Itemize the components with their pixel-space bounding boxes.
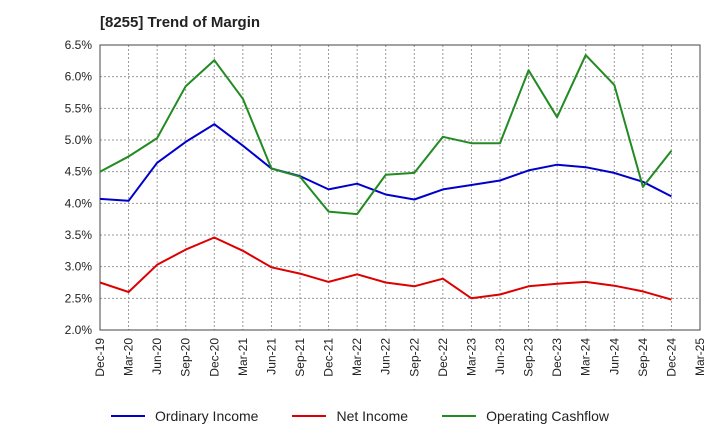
x-tick-label: Mar-20 — [122, 338, 136, 376]
y-tick-label: 6.0% — [65, 70, 93, 84]
x-tick-label: Dec-21 — [322, 338, 336, 377]
x-tick-label: Jun-21 — [264, 338, 278, 375]
y-tick-label: 4.0% — [65, 196, 93, 210]
x-tick-label: Jun-22 — [379, 338, 393, 375]
x-tick-label: Sep-24 — [636, 338, 650, 377]
legend-item-operating-cashflow: Operating Cashflow — [442, 408, 609, 424]
x-tick-label: Mar-24 — [579, 338, 593, 376]
x-tick-label: Jun-23 — [493, 338, 507, 375]
x-tick-label: Sep-20 — [179, 338, 193, 377]
y-tick-label: 3.0% — [65, 260, 93, 274]
x-tick-label: Dec-24 — [664, 338, 678, 377]
x-tick-label: Mar-23 — [464, 338, 478, 376]
y-tick-label: 2.5% — [65, 291, 93, 305]
series-line-operating-cashflow — [99, 54, 673, 216]
x-tick-label: Sep-21 — [293, 338, 307, 377]
chart-legend: Ordinary Income Net Income Operating Cashf… — [0, 404, 720, 428]
x-tick-label: Dec-22 — [436, 338, 450, 377]
x-tick-label: Sep-23 — [522, 338, 536, 377]
series-line-net-income — [99, 236, 672, 301]
x-tick-label: Dec-19 — [93, 338, 107, 377]
legend-label: Ordinary Income — [154, 408, 259, 424]
y-tick-label: 5.0% — [65, 133, 93, 147]
legend-item-ordinary-income: Ordinary Income — [110, 408, 259, 424]
y-tick-label: 2.0% — [65, 323, 93, 337]
x-tick-label: Dec-23 — [550, 338, 564, 377]
x-tick-label: Jun-24 — [607, 338, 621, 375]
legend-label: Net Income — [336, 408, 409, 424]
series-line-ordinary-income — [99, 123, 672, 202]
y-tick-label: 3.5% — [65, 228, 93, 242]
x-tick-label: Dec-20 — [207, 338, 221, 377]
legend-label: Operating Cashflow — [486, 408, 610, 424]
legend-swatch — [292, 415, 327, 417]
y-tick-label: 6.5% — [65, 38, 93, 52]
x-tick-label: Mar-25 — [693, 338, 707, 376]
x-tick-label: Mar-22 — [350, 338, 364, 376]
chart-title: [8255] Trend of Margin — [100, 14, 261, 31]
y-tick-label: 4.5% — [65, 165, 93, 179]
x-tick-label: Jun-20 — [150, 338, 164, 375]
y-tick-label: 5.5% — [65, 101, 93, 115]
legend-swatch — [442, 415, 477, 417]
x-tick-label: Sep-22 — [407, 338, 421, 377]
legend-swatch — [110, 415, 145, 417]
x-tick-label: Mar-21 — [236, 338, 250, 376]
legend-item-net-income: Net Income — [292, 408, 408, 424]
plot-frame — [99, 44, 701, 331]
